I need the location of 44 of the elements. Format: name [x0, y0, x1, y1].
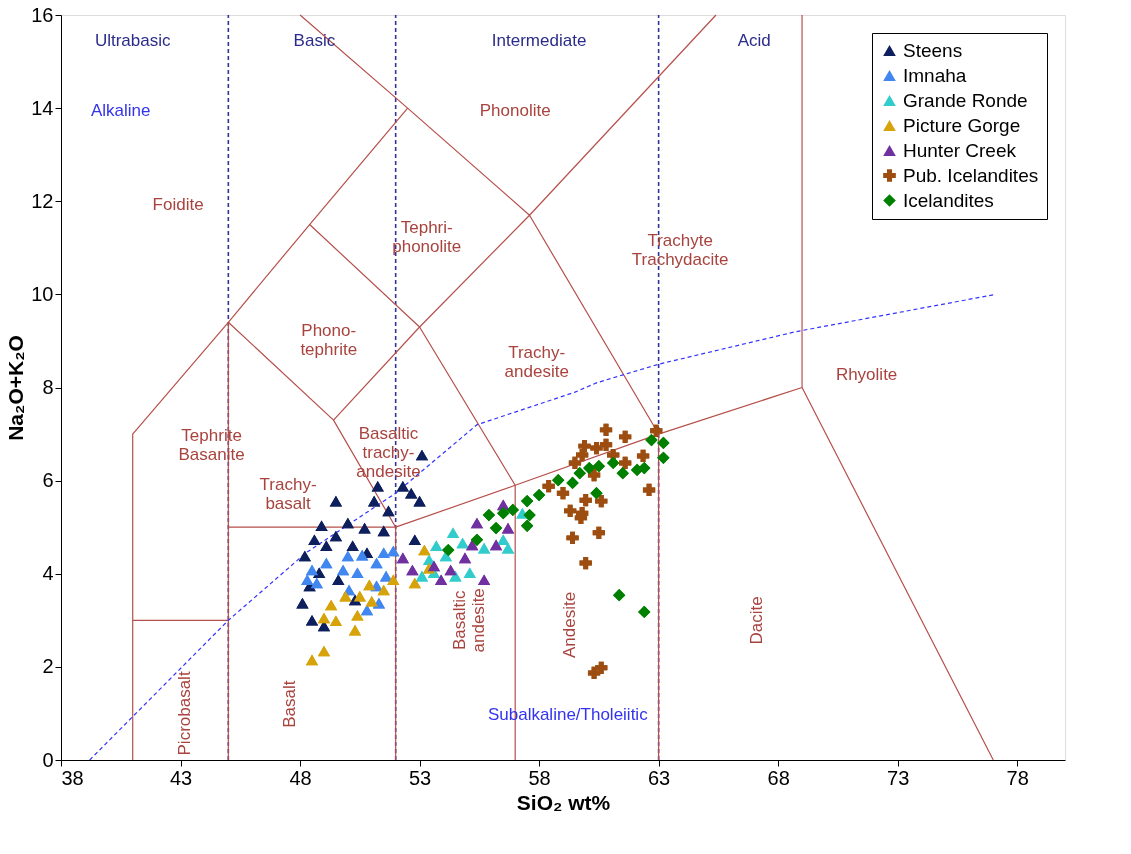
annotation: Acid: [737, 31, 771, 51]
annotation: Trachy- basalt: [259, 475, 317, 514]
annotation: Foidite: [152, 194, 204, 214]
x-tick-label: 43: [169, 766, 193, 789]
annotation: Andesite: [560, 591, 580, 659]
annotation: Picrobasalt: [175, 671, 195, 756]
x-tick-label: 58: [528, 766, 551, 789]
legend-label: Picture Gorge: [903, 114, 1021, 136]
legend-label: Grande Ronde: [903, 89, 1028, 111]
annotation: Basalt: [280, 680, 300, 728]
legend-label: Hunter Creek: [903, 139, 1017, 161]
y-tick-label: 16: [31, 3, 54, 26]
legend-label: Imnaha: [903, 64, 967, 86]
y-tick-label: 2: [42, 655, 54, 678]
annotation: Tephri- phonolite: [392, 217, 462, 256]
y-tick-label: 6: [42, 469, 54, 492]
annotation: Dacite: [746, 596, 766, 645]
x-tick-label: 78: [1006, 766, 1029, 789]
x-tick-label: 63: [647, 766, 671, 789]
y-tick-label: 8: [42, 376, 54, 398]
annotation: Alkaline: [90, 100, 151, 120]
x-tick-label: 48: [289, 766, 312, 789]
annotation: Rhyolite: [835, 364, 898, 384]
annotation: Ultrabasic: [94, 31, 171, 51]
annotation: Basaltic andesite: [450, 588, 489, 653]
x-axis-title: SiO₂ wt%: [516, 790, 611, 814]
y-tick-label: 14: [31, 96, 54, 119]
legend-label: Pub. Icelandites: [903, 164, 1039, 186]
annotation: Intermediate: [491, 31, 587, 51]
y-axis-title: Na₂O+K₂O: [4, 335, 28, 441]
annotation: Phonolite: [479, 100, 551, 120]
annotation: Trachy- andesite: [504, 343, 569, 382]
x-tick-label: 68: [767, 766, 790, 789]
x-tick-label: 73: [887, 766, 910, 789]
legend-label: Icelandites: [903, 189, 994, 211]
y-tick-label: 0: [42, 748, 54, 771]
y-tick-label: 4: [42, 562, 54, 585]
legend-label: Steens: [903, 39, 963, 61]
y-tick-label: 10: [31, 282, 54, 305]
x-tick-label: 38: [61, 766, 84, 789]
y-tick-label: 12: [31, 189, 54, 212]
x-tick-label: 53: [408, 766, 432, 789]
annotation: Phono- tephrite: [300, 321, 358, 360]
annotation: Trachyte Trachydacite: [631, 230, 729, 269]
